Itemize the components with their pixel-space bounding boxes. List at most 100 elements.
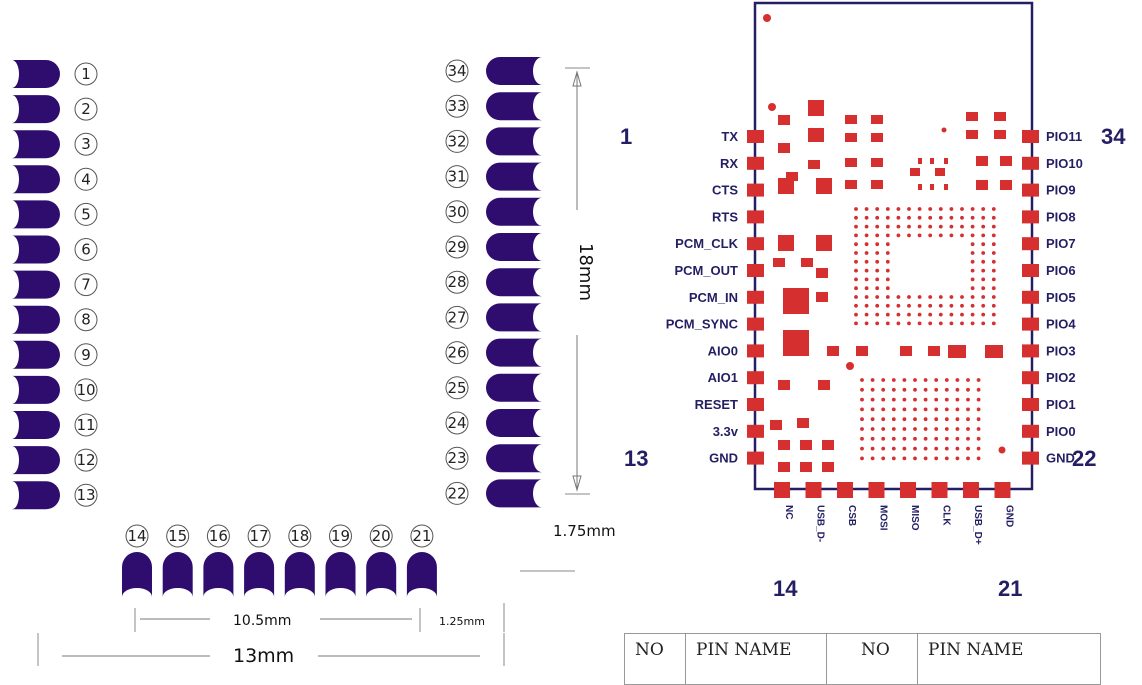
dim-height-label: 18mm — [575, 243, 596, 301]
left-pin-number: 7 — [81, 276, 91, 294]
bga-ball — [902, 378, 907, 382]
bottom-pad — [366, 552, 397, 597]
right-pin-number: 24 — [447, 414, 466, 432]
component-pad — [816, 235, 832, 251]
bga-ball — [928, 295, 933, 299]
bga-ball — [885, 268, 890, 273]
bga-ball — [870, 427, 875, 431]
bga-ball — [976, 407, 981, 412]
bga-ball — [860, 387, 864, 392]
bga-ball — [934, 427, 939, 431]
right-pin-number-circle — [445, 341, 469, 365]
dim-bottom-gap-label: 1.75mm — [553, 522, 616, 540]
left-edge-pad — [747, 290, 764, 304]
bga-ball — [944, 436, 949, 441]
bga-ball — [923, 407, 928, 412]
bga-ball — [960, 215, 964, 220]
bga-ball — [864, 268, 869, 273]
bottom-pin-number-circle — [410, 524, 434, 548]
left-signal-label: AIO0 — [708, 343, 738, 358]
component-pad — [800, 462, 812, 472]
bga-ball — [864, 303, 869, 308]
left-edge-pad — [747, 130, 764, 143]
bga-ball — [949, 207, 954, 211]
bottom-signal-label: MOSI — [878, 505, 889, 531]
bottom-edge-pad — [900, 482, 916, 498]
left-pad — [12, 235, 60, 264]
bga-ball — [896, 303, 901, 308]
left-pin-number: 10 — [76, 381, 95, 399]
left-pin-number: 8 — [81, 311, 91, 329]
right-pin-number: 27 — [447, 308, 466, 326]
bga-ball — [976, 387, 981, 392]
right-pin-number-circle — [445, 59, 469, 83]
left-pin-number-circle — [74, 202, 98, 226]
bga-ball — [938, 303, 943, 308]
bga-ball — [955, 387, 960, 392]
component-pad — [976, 156, 988, 166]
bga-ball — [875, 207, 880, 211]
bottom-signal-label: USB_D+ — [972, 505, 983, 545]
left-pin-number-circle — [74, 378, 98, 402]
bottom-pin-number-circle — [166, 524, 190, 548]
bga-ball — [966, 436, 970, 441]
bga-ball — [949, 233, 954, 238]
bga-ball — [970, 259, 975, 264]
bga-ball — [923, 397, 928, 402]
bga-ball — [854, 251, 858, 255]
bga-ball — [970, 233, 975, 238]
bga-ball — [970, 321, 975, 326]
dim-edge-label: 1.25mm — [439, 615, 485, 628]
right-pin-number: 30 — [447, 203, 466, 221]
bga-ball — [934, 456, 939, 461]
bga-ball — [970, 207, 975, 211]
bga-ball — [955, 456, 960, 461]
bga-ball — [970, 295, 975, 299]
bga-ball — [949, 321, 954, 326]
bga-ball — [907, 312, 911, 317]
right-pad — [486, 92, 542, 121]
right-pin-number-circle — [445, 481, 469, 505]
right-pin-number: 29 — [447, 238, 466, 256]
bga-ball — [928, 303, 933, 308]
bga-ball — [885, 251, 890, 255]
bga-ball — [875, 251, 880, 255]
right-pin-number-circle — [445, 94, 469, 118]
bottom-pin-number: 15 — [168, 527, 187, 545]
bga-ball — [907, 215, 911, 220]
bga-ball — [944, 407, 949, 412]
bga-ball — [870, 446, 875, 451]
right-signal-label: PIO8 — [1046, 209, 1076, 224]
bga-ball — [870, 378, 875, 382]
bga-ball — [870, 407, 875, 412]
bga-ball — [881, 407, 886, 412]
bga-ball — [976, 397, 981, 402]
bga-ball — [891, 378, 896, 382]
bga-ball — [955, 427, 960, 431]
right-pin-number: 31 — [447, 168, 466, 186]
component-pad — [856, 346, 868, 356]
bottom-signal-label: GND — [1004, 505, 1015, 527]
bottom-edge-pad — [805, 482, 822, 498]
corner-label-pin14: 14 — [773, 576, 798, 601]
bga-ball — [991, 242, 996, 247]
bga-ball — [991, 259, 996, 264]
left-edge-pad — [747, 156, 764, 170]
bga-ball — [981, 215, 986, 220]
bga-ball — [938, 207, 943, 211]
left-edge-pad — [747, 424, 764, 438]
bga-ball — [854, 268, 858, 273]
arrow-head-down — [572, 475, 582, 492]
component-pad — [801, 258, 813, 267]
bga-ball — [938, 295, 943, 299]
component-pad — [994, 130, 1006, 139]
component-pad — [994, 112, 1006, 121]
component-pad — [797, 418, 809, 428]
right-pad — [486, 268, 542, 297]
left-pad — [12, 95, 60, 124]
bga-ball — [934, 436, 939, 441]
bga-ball — [976, 417, 981, 422]
bga-ball — [885, 295, 890, 299]
bga-ball — [928, 321, 933, 326]
right-pin-number: 28 — [447, 273, 466, 291]
